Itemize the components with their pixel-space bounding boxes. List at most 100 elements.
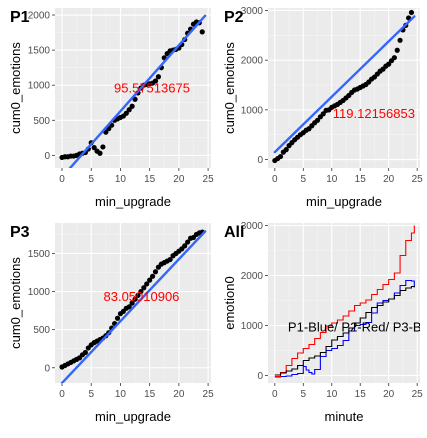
data-point — [199, 29, 205, 35]
data-point — [135, 292, 141, 298]
x-tick-label: 5 — [88, 389, 94, 400]
data-point — [114, 315, 121, 321]
x-tick-label: 25 — [203, 389, 215, 400]
data-point — [397, 37, 403, 43]
y-tick-label: 3000 — [241, 6, 264, 17]
panel-tag-label: P2 — [224, 9, 244, 26]
plot-area: P1-Blue/ P2-Red/ P3-Black — [274, 225, 427, 378]
plot-background — [55, 8, 211, 168]
y-tick-label: 3000 — [241, 221, 264, 232]
data-point — [144, 281, 150, 287]
data-point — [141, 285, 147, 291]
x-tick-label: 0 — [59, 389, 65, 400]
data-point — [277, 153, 284, 160]
data-point — [394, 47, 400, 53]
y-axis-title: cum0_emotions — [222, 42, 237, 134]
x-tick-label: 20 — [173, 174, 185, 185]
series-line — [274, 225, 415, 378]
x-tick-label: 20 — [383, 174, 395, 185]
plot-background — [268, 223, 420, 383]
data-point — [126, 304, 132, 310]
plot-area: 83.05010906 — [59, 229, 207, 383]
data-point — [129, 103, 135, 109]
x-axis-title: minute — [324, 409, 363, 424]
x-tick-label: 10 — [326, 389, 338, 400]
plot-area: 95.57513675 — [59, 14, 207, 168]
x-tick-label: 20 — [173, 389, 185, 400]
x-tick-label: 15 — [355, 174, 367, 185]
x-tick-label: 0 — [59, 174, 65, 185]
series-line — [274, 285, 415, 376]
y-tick-label: 2000 — [241, 271, 264, 282]
x-tick-label: 0 — [272, 174, 278, 185]
data-point — [132, 296, 138, 302]
x-axis-title: min_upgrade — [95, 409, 171, 424]
x-tick-label: 5 — [88, 174, 94, 185]
data-point — [100, 144, 106, 150]
panel-tag-label: P1 — [10, 9, 30, 26]
x-axis-title: min_upgrade — [95, 194, 171, 209]
y-tick-label: 0 — [44, 151, 50, 162]
data-point — [138, 288, 144, 295]
data-point — [386, 61, 392, 67]
x-tick-label: 5 — [301, 389, 307, 400]
y-tick-label: 500 — [33, 116, 50, 127]
x-tick-label: 25 — [412, 389, 424, 400]
data-point — [91, 145, 97, 151]
data-point — [320, 111, 326, 117]
x-tick-label: 25 — [203, 174, 215, 185]
x-tick-label: 10 — [115, 174, 127, 185]
data-point — [155, 74, 162, 80]
regression-line — [60, 230, 207, 383]
plot-area: 119.12156853 — [272, 9, 416, 164]
x-tick-label: 15 — [355, 389, 367, 400]
y-axis-title: emotion0 — [222, 276, 237, 329]
panel-p1: 0 5 10 15 20 25 0 500 1000 1500 2000 95.57513675 min… — [8, 8, 214, 209]
y-tick-label: 500 — [33, 325, 50, 336]
y-tick-label: 1500 — [28, 46, 51, 57]
y-tick-label: 0 — [257, 371, 263, 382]
annotation-label: 95.57513675 — [114, 81, 190, 96]
y-tick-label: 1000 — [241, 105, 264, 116]
x-axis-title: min_upgrade — [306, 194, 382, 209]
y-tick-label: 1000 — [28, 287, 51, 298]
y-tick-label: 1500 — [28, 249, 51, 260]
regression-line — [68, 14, 207, 168]
data-point — [408, 9, 415, 16]
y-axis-title: cum0_emotions — [8, 42, 23, 134]
y-axis-title: cum0_emotions — [8, 257, 23, 349]
x-tick-label: 20 — [383, 389, 395, 400]
panel-p2: 0 5 10 15 20 25 0 1000 2000 3000 119.12156853 min_u… — [222, 6, 423, 209]
x-tick-label: 5 — [301, 174, 307, 185]
x-tick-label: 15 — [144, 174, 156, 185]
data-point — [97, 150, 103, 156]
data-point — [152, 78, 159, 84]
data-point — [147, 277, 153, 283]
y-tick-label: 1000 — [241, 321, 264, 332]
x-tick-label: 10 — [326, 174, 338, 185]
data-point — [82, 349, 88, 356]
x-tick-label: 15 — [144, 389, 156, 400]
x-tick-label: 25 — [412, 174, 424, 185]
panel-tag-label: All — [224, 224, 244, 241]
panel-tag-label: P3 — [10, 224, 30, 241]
y-tick-label: 0 — [257, 155, 263, 166]
y-tick-label: 2000 — [241, 56, 264, 67]
data-point — [126, 107, 132, 113]
data-point — [167, 256, 173, 263]
data-point — [283, 147, 289, 153]
regression-line — [273, 15, 416, 154]
data-point — [129, 300, 135, 306]
y-tick-label: 2000 — [28, 11, 51, 22]
data-point — [149, 273, 156, 279]
annotation-label: P1-Blue/ P2-Red/ P3-Black — [288, 320, 427, 335]
annotation-label: 119.12156853 — [333, 106, 415, 121]
data-point — [152, 269, 159, 275]
x-tick-label: 0 — [272, 389, 278, 400]
annotation-label: 83.05010906 — [104, 289, 180, 304]
y-tick-label: 0 — [44, 363, 50, 374]
data-point — [185, 239, 191, 245]
data-point — [182, 243, 188, 249]
panel-all: 0 5 10 15 20 25 0 1000 2000 3000 P1-Blue/ P2-Red/ … — [222, 221, 427, 424]
